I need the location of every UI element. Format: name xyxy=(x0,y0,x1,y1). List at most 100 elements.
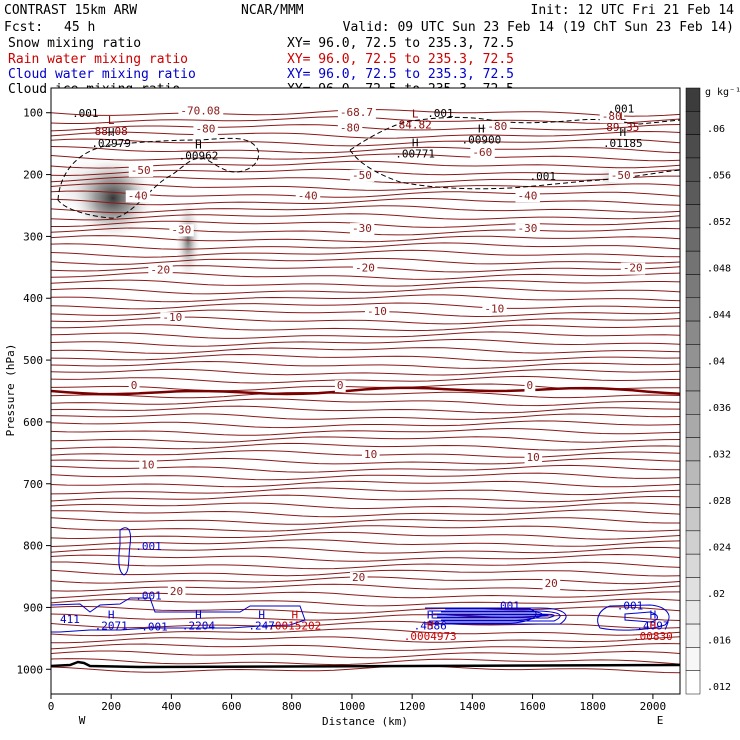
isotherm-label-bg xyxy=(169,224,194,237)
cloud-water-contours xyxy=(51,527,670,633)
extremum-type: H xyxy=(108,609,115,622)
isotherm-label-bg xyxy=(365,305,390,318)
isotherm-label: 20 xyxy=(352,571,365,584)
freezing-level-line xyxy=(51,386,680,396)
y-axis: 100 200 300 400 500 600 700 800 900 1000 xyxy=(17,107,51,676)
isotherm-label-bg xyxy=(125,190,151,203)
extremum-value: .247 xyxy=(248,620,275,633)
colorbar-tick-label: .052 xyxy=(707,217,731,228)
colorbar-swatch xyxy=(685,530,701,555)
colorbar-swatch xyxy=(685,390,701,415)
x-end-label-west: W xyxy=(79,714,86,727)
colorbar-swatch xyxy=(685,250,701,275)
isotherm-label: -60 xyxy=(472,146,492,159)
x-tick-label: 1800 xyxy=(579,700,606,713)
isotherm-line xyxy=(51,650,680,659)
colorbar-swatch xyxy=(685,87,701,112)
contour-labels: .001 .001 .001 .001 .001 .001 .001 .001 .001 411 xyxy=(60,103,643,634)
field-xy: XY= 96.0, 72.5 to 235.3, 72.5 xyxy=(287,52,514,67)
cloud-contour xyxy=(445,608,537,624)
field-xy: XY= 96.0, 72.5 to 235.3, 72.5 xyxy=(287,67,514,82)
field-name: Snow mixing ratio xyxy=(8,36,141,51)
isotherm-line xyxy=(51,413,680,420)
cloud-contour xyxy=(597,604,670,631)
plot-content: -70.08 -68.7 -80 -80 -80 -80 -60 -50 -50 -50 -40 -4… xyxy=(51,103,680,674)
isotherm-label: -70.08 xyxy=(180,105,220,118)
isotherm-label-bg xyxy=(349,571,368,584)
extremum-type: H xyxy=(258,609,265,622)
colorbar-tick-label: .012 xyxy=(707,682,731,693)
forecast-hour: 45 h xyxy=(64,20,95,35)
isotherm-label-bg xyxy=(128,380,140,393)
isotherm-label: -40 xyxy=(298,189,318,202)
isotherm-line xyxy=(51,398,680,407)
contour-label: .001 xyxy=(493,599,520,612)
colorbar-swatch xyxy=(685,180,701,205)
isotherm-line xyxy=(51,583,680,592)
extremum-type: H xyxy=(195,139,202,152)
colorbar-swatch xyxy=(685,623,701,648)
isotherm-label-bg xyxy=(160,312,185,325)
extremum-type: H xyxy=(412,137,419,150)
isotherm-line xyxy=(51,198,680,206)
y-tick-label: 400 xyxy=(23,292,43,305)
extremum-value: 84.82 xyxy=(399,119,432,132)
isotherm-label: -50 xyxy=(352,169,372,182)
cloud-contour xyxy=(425,607,567,625)
colorbar-swatch xyxy=(685,157,701,182)
isotherm-line xyxy=(51,190,680,198)
y-tick-label: 200 xyxy=(23,169,43,182)
isotherm-line xyxy=(51,509,680,518)
isotherm-label: -80 xyxy=(195,123,215,136)
isotherm-label: 10 xyxy=(141,458,154,471)
isotherm-line xyxy=(51,368,680,376)
isotherm-line xyxy=(51,316,680,325)
extremum-type: L xyxy=(620,110,627,123)
isotherm-line xyxy=(51,124,680,132)
x-tick-label: 400 xyxy=(161,700,181,713)
isotherm-label-bg xyxy=(128,164,154,177)
isotherm-label: 20 xyxy=(170,585,183,598)
y-tick-label: 500 xyxy=(23,354,43,367)
isotherm-line xyxy=(51,302,680,310)
y-tick-label: 1000 xyxy=(17,663,44,676)
isotherm-line xyxy=(51,546,680,554)
isotherm-line xyxy=(51,531,680,540)
colorbar-tick-label: .06 xyxy=(707,124,725,135)
isotherm-line xyxy=(51,249,680,258)
extrema-markers: L88.08H.02979 H.00962L84.82H.00771H.00900… xyxy=(91,108,672,643)
isotherm-line xyxy=(51,636,680,644)
isotherm-label-bg xyxy=(524,380,536,393)
snow-outline xyxy=(57,137,260,219)
colorbar-swatch xyxy=(685,483,701,508)
isotherm-line xyxy=(51,257,680,265)
isotherm-label-bg xyxy=(608,169,634,182)
isotherm-label-bg xyxy=(148,264,173,277)
colorbar-units: g kg⁻¹ xyxy=(705,87,740,98)
isotherm-line xyxy=(51,235,680,243)
forecast-label: Fcst: xyxy=(4,20,43,35)
isotherm-line xyxy=(51,286,680,295)
extremum-value: .00962 xyxy=(179,150,219,163)
isotherm-label-bg xyxy=(337,106,376,119)
cloud-contour xyxy=(624,611,658,623)
isotherm-label: -68.7 xyxy=(340,106,373,119)
isotherm-label: -20 xyxy=(623,262,643,275)
colorbar-swatch xyxy=(685,600,701,625)
isotherm-label: -30 xyxy=(171,223,191,236)
x-tick-label: 1000 xyxy=(339,700,366,713)
colorbar-swatch xyxy=(685,367,701,392)
extremum-value: .02979 xyxy=(91,137,131,150)
extremum-value: .2204 xyxy=(182,620,215,633)
valid-time: Valid: 09 UTC Sun 23 Feb 14 (19 ChT Sun … xyxy=(343,20,734,35)
isotherm-label-bg xyxy=(334,380,346,393)
isotherm-line xyxy=(51,553,680,562)
isotherm-label: -20 xyxy=(355,262,375,275)
isotherm-label-bg xyxy=(470,147,495,160)
isotherm-label-bg xyxy=(485,121,510,134)
isotherm-label-bg xyxy=(349,169,375,182)
x-tick-label: 1200 xyxy=(399,700,426,713)
isotherm-line xyxy=(51,598,680,607)
contour-label: .001 xyxy=(530,170,557,183)
